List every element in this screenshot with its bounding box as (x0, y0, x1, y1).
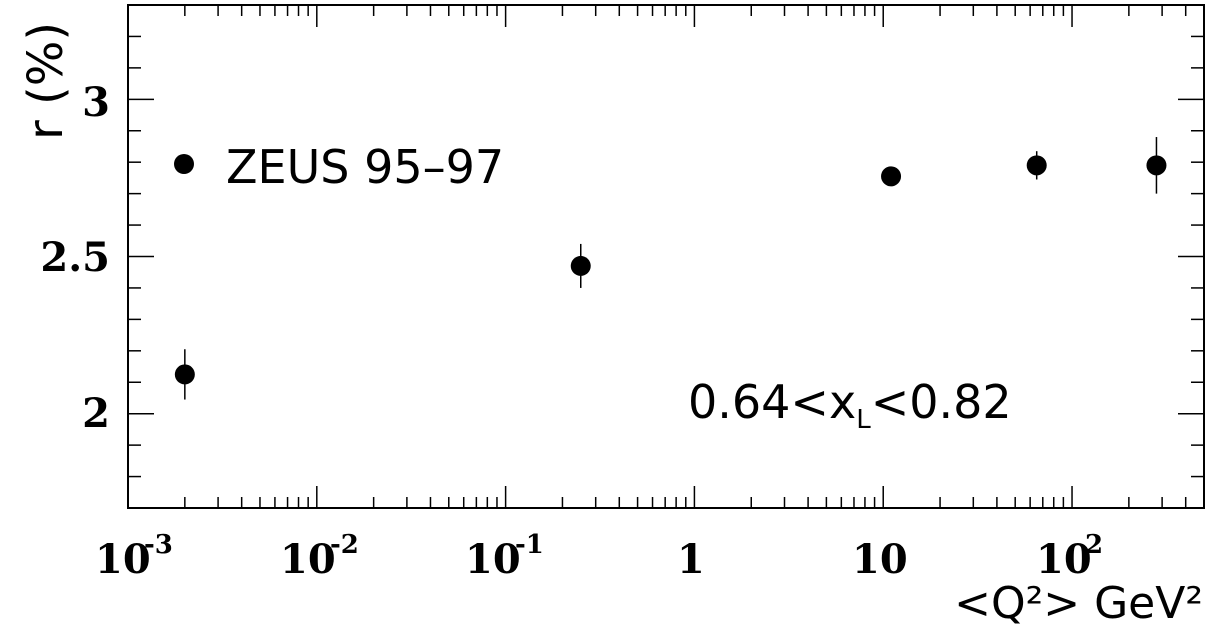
x-tick-label-1e-3: 10 (95, 536, 151, 583)
kinematic-range-annotation: 0.64<xL<0.82 (688, 375, 1012, 435)
x-tick-label-1e-1: 10 (465, 536, 521, 583)
data-point (881, 166, 902, 187)
legend-label: ZEUS 95–97 (226, 140, 504, 194)
data-point (1146, 155, 1167, 176)
axis-ticks (127, 4, 1205, 509)
y-tick-label-2: 2 (82, 390, 110, 437)
x-tick-label-10: 10 (852, 536, 908, 583)
x-tick-exponent-1e-2: -2 (330, 530, 359, 560)
data-point (174, 364, 195, 385)
data-point (1026, 155, 1047, 176)
data-points (174, 137, 1167, 400)
x-tick-exponent-1e-1: -1 (515, 530, 544, 560)
x-axis-title: <Q²> GeV² (954, 578, 1203, 628)
y-tick-label-2-5: 2.5 (40, 234, 110, 281)
x-tick-label-1e2: 10 (1036, 536, 1092, 583)
legend-marker (174, 154, 194, 174)
data-point (570, 255, 591, 276)
plot-border (127, 4, 1205, 509)
x-tick-label-1e-2: 10 (280, 536, 336, 583)
y-tick-label-3: 3 (82, 79, 110, 126)
x-tick-exponent-1e2: 2 (1085, 530, 1103, 560)
x-tick-exponent-1e-3: -3 (144, 530, 173, 560)
plot-frame (127, 4, 1205, 509)
y-axis-title: r (%) (18, 22, 74, 140)
x-tick-label-1: 1 (677, 536, 705, 583)
